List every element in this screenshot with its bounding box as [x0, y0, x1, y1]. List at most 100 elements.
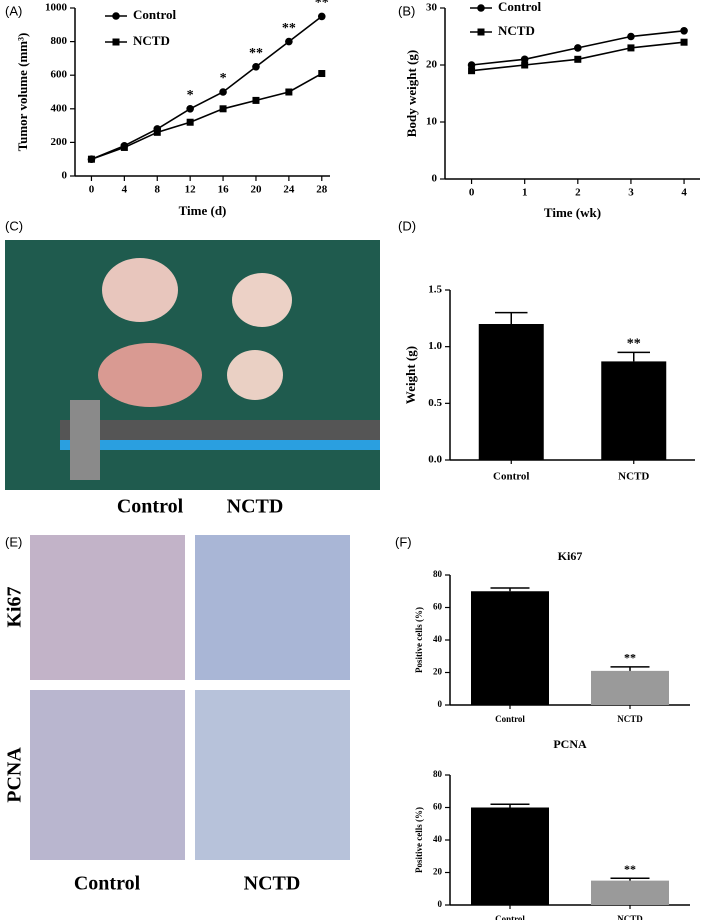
- marker: [186, 105, 194, 113]
- y-tick-label: 1.0: [428, 340, 442, 352]
- y-axis-label: Positive cells (%): [414, 807, 424, 873]
- panel-label: (B): [398, 3, 415, 18]
- y-tick-label: 30: [426, 2, 438, 14]
- y-tick-label: 200: [51, 136, 68, 148]
- marker: [680, 27, 688, 35]
- marker: [627, 44, 635, 52]
- ihc-photo: [30, 535, 185, 680]
- photo-column-label: NCTD: [227, 496, 284, 518]
- marker: [112, 12, 120, 20]
- y-tick-label: 20: [426, 59, 438, 71]
- y-tick-label: 0: [62, 170, 68, 182]
- marker: [680, 38, 688, 46]
- bar: [591, 670, 669, 705]
- marker: [520, 55, 529, 64]
- legend-label: Control: [133, 7, 176, 22]
- y-tick-label: 0.0: [428, 454, 442, 466]
- y-tick-label: 60: [433, 602, 443, 612]
- y-tick-label: 1000: [45, 2, 68, 14]
- marker: [153, 128, 161, 136]
- y-tick-label: 0.5: [428, 397, 442, 409]
- significance-label: **: [627, 337, 641, 352]
- y-axis-label: Tumor volume (mm³): [15, 33, 30, 152]
- y-tick-label: 400: [51, 102, 68, 114]
- panel-label: (D): [398, 218, 416, 233]
- x-tick-label: 0: [89, 184, 95, 196]
- x-tick-label: 8: [155, 184, 161, 196]
- y-tick-label: 60: [433, 802, 443, 812]
- significance-label: **: [249, 46, 263, 61]
- y-tick-label: 80: [433, 769, 443, 779]
- photo-row-label: PCNA: [4, 747, 26, 803]
- x-tick-label: 28: [316, 184, 328, 196]
- y-axis-label: Body weight (g): [404, 50, 419, 137]
- photo-row-label: Ki67: [4, 586, 26, 627]
- y-tick-label: 20: [433, 667, 443, 677]
- x-tick-label: 16: [218, 184, 230, 196]
- y-tick-label: 10: [426, 116, 438, 128]
- x-tick-label: NCTD: [618, 471, 649, 483]
- marker: [112, 38, 120, 46]
- panel-label: (A): [5, 3, 22, 18]
- y-axis-label: Positive cells (%): [414, 607, 424, 673]
- significance-label: **: [282, 21, 296, 36]
- x-tick-label: NCTD: [617, 914, 643, 920]
- x-tick-label: Control: [493, 471, 529, 483]
- panel-label: (E): [5, 534, 22, 549]
- x-tick-label: 3: [628, 187, 634, 199]
- marker: [467, 61, 476, 69]
- x-tick-label: 1: [522, 187, 528, 199]
- y-tick-label: 40: [433, 834, 443, 844]
- y-tick-label: 80: [433, 569, 443, 579]
- bar: [591, 880, 669, 905]
- x-tick-label: 0: [469, 187, 475, 199]
- y-tick-label: 0: [438, 699, 443, 709]
- y-tick-label: 40: [433, 634, 443, 644]
- series-line: [91, 72, 323, 160]
- x-tick-label: 4: [681, 187, 687, 199]
- marker: [318, 70, 326, 78]
- marker: [574, 55, 582, 63]
- panel-label: (C): [5, 218, 23, 233]
- legend-label: NCTD: [133, 33, 170, 48]
- tumor-photo: [5, 240, 380, 490]
- y-tick-label: 0: [432, 173, 438, 185]
- photo-column-label: Control: [117, 496, 184, 518]
- y-tick-label: 20: [433, 867, 443, 877]
- bar: [478, 324, 544, 460]
- photo-column-label: Control: [74, 873, 141, 895]
- marker: [219, 105, 227, 113]
- x-tick-label: 2: [575, 187, 581, 199]
- y-tick-label: 800: [51, 35, 68, 47]
- significance-label: **: [624, 651, 636, 665]
- x-axis-label: Time (d): [179, 203, 227, 218]
- ihc-photo: [30, 690, 185, 860]
- legend-label: NCTD: [498, 23, 535, 38]
- panel-label: (F): [395, 534, 412, 549]
- marker: [285, 88, 293, 96]
- marker: [285, 37, 293, 46]
- x-tick-label: NCTD: [617, 714, 643, 724]
- marker: [627, 32, 635, 41]
- x-axis-label: Time (wk): [544, 205, 601, 220]
- significance-label: **: [624, 862, 636, 876]
- marker: [120, 143, 128, 151]
- y-tick-label: 600: [51, 69, 68, 81]
- x-tick-label: 24: [283, 184, 295, 196]
- marker: [521, 61, 529, 69]
- bar: [601, 361, 667, 460]
- x-tick-label: 20: [250, 184, 262, 196]
- chart-title: Ki67: [558, 549, 583, 563]
- x-tick-label: Control: [495, 914, 525, 920]
- x-tick-label: 12: [185, 184, 197, 196]
- significance-label: **: [315, 0, 329, 11]
- bar: [471, 591, 549, 705]
- ihc-photo: [195, 690, 350, 860]
- x-tick-label: 4: [122, 184, 128, 196]
- marker: [87, 155, 95, 163]
- marker: [252, 63, 260, 71]
- y-tick-label: 1.5: [428, 284, 442, 296]
- ihc-photo: [195, 535, 350, 680]
- bar: [471, 807, 549, 905]
- significance-label: *: [187, 88, 194, 103]
